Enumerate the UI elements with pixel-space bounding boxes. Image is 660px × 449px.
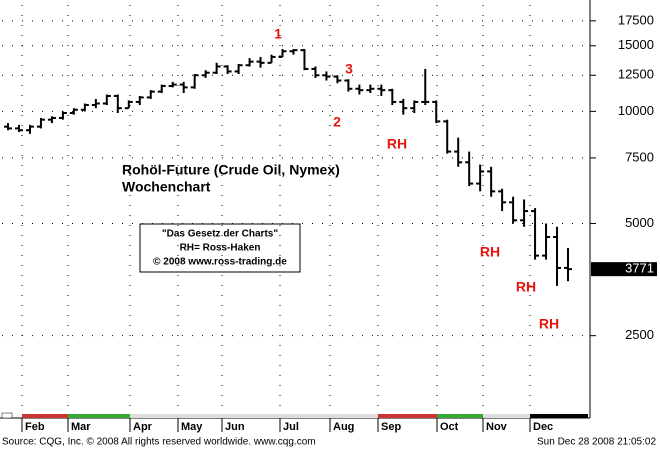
- chart-subtitle: Wochenchart: [122, 179, 211, 195]
- strip: [530, 414, 588, 418]
- strip: [483, 414, 530, 418]
- annotation: 1: [274, 26, 282, 42]
- x-tick-label: Aug: [333, 421, 354, 433]
- strip: [68, 414, 130, 418]
- x-tick-label: Apr: [133, 421, 153, 433]
- chart-title: Rohöl-Future (Crude Oil, Nymex): [122, 162, 340, 178]
- y-tick-label: 7500: [625, 149, 654, 164]
- last-price-label: 3771: [625, 261, 654, 276]
- y-tick-label: 15000: [618, 37, 654, 52]
- strip: [178, 414, 222, 418]
- strip: [437, 414, 483, 418]
- x-tick-label: Sep: [381, 421, 401, 433]
- x-tick-label: May: [181, 421, 203, 433]
- strip: [330, 414, 378, 418]
- y-tick-label: 5000: [625, 215, 654, 230]
- x-tick-label: Jul: [283, 421, 299, 433]
- annotation: RH: [480, 244, 500, 260]
- y-tick-label: 12500: [618, 67, 654, 82]
- strip: [378, 414, 437, 418]
- last-price-box: [591, 262, 657, 277]
- strip: [222, 414, 280, 418]
- y-tick-label: 10000: [618, 103, 654, 118]
- info-line: RH= Ross-Haken: [180, 243, 261, 254]
- x-tick-label: Oct: [440, 421, 459, 433]
- strip: [22, 414, 68, 418]
- strip: [130, 414, 178, 418]
- annotation: 3: [345, 61, 353, 77]
- x-tick-label: Nov: [486, 421, 508, 433]
- y-tick-label: 17500: [618, 12, 654, 27]
- annotation: RH: [539, 316, 559, 332]
- strip: [1, 412, 13, 419]
- footer-source: Source: CQG, Inc. © 2008 All rights rese…: [2, 437, 316, 448]
- info-box: [139, 223, 301, 273]
- annotation: RH: [516, 279, 536, 295]
- annotation: RH: [387, 136, 407, 152]
- x-tick-label: Mar: [71, 421, 91, 433]
- annotation: 2: [333, 114, 341, 130]
- footer-date: Sun Dec 28 2008 21:05:02: [537, 437, 656, 448]
- info-line: © 2008 www.ross-trading.de: [153, 257, 287, 268]
- x-tick-label: Dec: [533, 421, 553, 433]
- info-line: "Das Gesetz der Charts": [162, 229, 278, 240]
- x-tick-label: Jun: [225, 421, 245, 433]
- x-tick-label: Feb: [25, 421, 45, 433]
- strip: [280, 414, 330, 418]
- y-tick-label: 2500: [625, 327, 654, 342]
